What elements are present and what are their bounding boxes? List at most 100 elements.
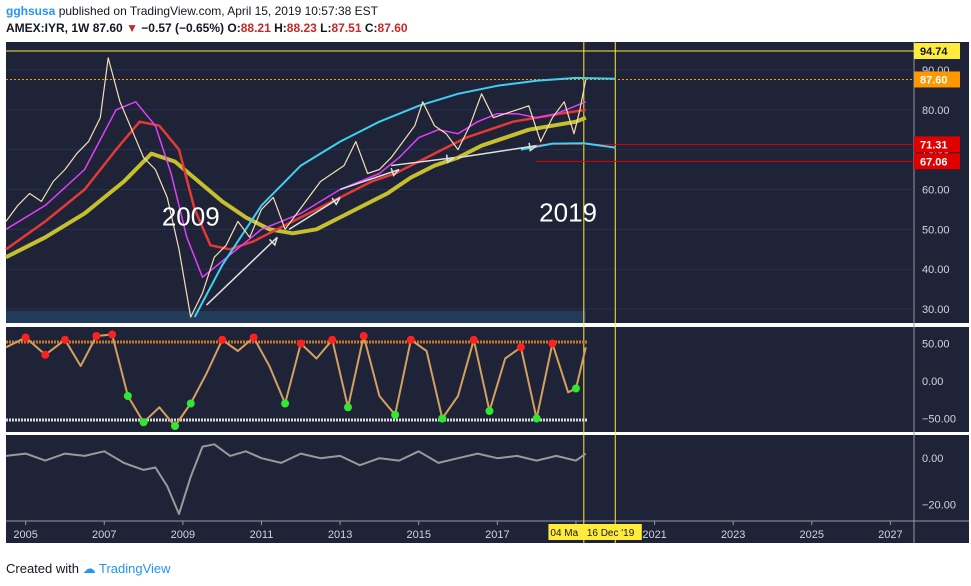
time-tick-label: 2023 xyxy=(721,529,745,541)
tradingview-brand[interactable]: TradingView xyxy=(99,561,171,576)
trend-arrow xyxy=(205,236,278,306)
price-tag-bg xyxy=(914,71,960,88)
time-tick-label: 2009 xyxy=(171,529,195,541)
time-label-end: 16 Dec '19 xyxy=(587,528,635,539)
arrow-head xyxy=(268,237,278,247)
osc-low-dot xyxy=(391,410,400,419)
osc-low-dot xyxy=(171,422,180,430)
pane-osc-bg xyxy=(6,327,914,432)
price-tick-label: 60.00 xyxy=(922,184,950,196)
price-tick-label: 40.00 xyxy=(922,264,950,276)
series-ma-mid xyxy=(5,108,586,251)
osc-low-dot xyxy=(438,414,447,423)
time-tick-label: 2011 xyxy=(250,529,274,541)
time-tick-label: 2017 xyxy=(485,529,509,541)
osc-tick-label: −50.00 xyxy=(922,414,956,426)
symbol-line: AMEX:IYR, 1W 87.60 ▼ −0.57 (−0.65%) O:88… xyxy=(6,21,408,35)
price-tick-label: 30.00 xyxy=(922,304,950,316)
osc-high-dot xyxy=(296,339,305,348)
series-ma-slow xyxy=(5,115,587,259)
price-tick-label: 80.00 xyxy=(922,105,950,117)
osc-high-dot xyxy=(406,335,415,344)
osc-high-dot xyxy=(218,335,227,344)
trend-arrow xyxy=(457,144,537,159)
volume-band xyxy=(6,311,586,323)
price-tag-bg xyxy=(914,153,960,170)
momentum-line xyxy=(5,443,587,515)
open-label: O: xyxy=(227,21,241,35)
arrow-head xyxy=(445,154,455,164)
osc-tick-label: 50.00 xyxy=(922,339,950,351)
year-annotation: 2009 xyxy=(162,201,220,231)
time-tick-label: 2007 xyxy=(92,529,116,541)
osc-high-dot xyxy=(359,332,368,340)
price-tag-label: 94.74 xyxy=(920,46,948,58)
price-tag-bg xyxy=(914,43,960,60)
time-tick-label: 2013 xyxy=(328,529,352,541)
symbol-name[interactable]: AMEX:IYR, 1W xyxy=(6,21,90,35)
osc-high-dot xyxy=(516,343,525,352)
down-triangle-icon: ▼ xyxy=(126,21,138,35)
time-tick-label: 2021 xyxy=(642,529,666,541)
osc-high-dot xyxy=(328,335,337,344)
osc-high-dot xyxy=(469,335,478,344)
osc-low-dot xyxy=(343,403,352,412)
osc-high-dot xyxy=(548,339,557,348)
publish-line: gghsusa published on TradingView.com, Ap… xyxy=(6,4,378,18)
year-annotation: 2019 xyxy=(539,197,597,227)
time-label-bg xyxy=(548,524,584,540)
time-label-start: 04 Ma xyxy=(550,528,578,539)
tradingview-logo-icon: ☁ xyxy=(82,561,96,576)
mom-tick-label: 0.00 xyxy=(922,453,943,465)
osc-low-dot xyxy=(485,407,494,415)
low-label: L: xyxy=(320,21,332,35)
time-tick-label: 2005 xyxy=(13,529,37,541)
price-tag-label: 71.31 xyxy=(920,139,948,151)
trend-arrow xyxy=(288,196,341,230)
pane-osc-axis-bg xyxy=(914,327,969,432)
series-arc-lower xyxy=(520,142,616,151)
pane-mom-axis-bg xyxy=(914,435,969,521)
arrow-head xyxy=(331,197,341,206)
osc-high-dot xyxy=(249,333,258,342)
osc-high-dot xyxy=(21,333,30,342)
chart-canvas[interactable]: 30.0040.0050.0060.0070.0080.0090.0050.00… xyxy=(0,38,971,548)
mom-tick-label: −20.00 xyxy=(922,500,956,512)
osc-high-dot xyxy=(108,330,117,339)
price-tag-label: 87.60 xyxy=(920,74,948,86)
high-label: H: xyxy=(274,21,287,35)
osc-low-dot xyxy=(123,392,132,400)
price-tick-label: 50.00 xyxy=(922,224,950,236)
price-tag-bg xyxy=(914,136,960,153)
osc-low-dot xyxy=(532,414,541,423)
pane-price-axis-bg xyxy=(914,42,969,323)
arrow-head xyxy=(528,142,538,152)
pane-mom-bg xyxy=(6,435,914,521)
osc-low-dot xyxy=(186,399,195,408)
osc-low-dot xyxy=(571,384,580,393)
time-axis-bg xyxy=(6,521,969,543)
osc-high-dot xyxy=(92,332,101,340)
osc-line xyxy=(5,333,587,427)
footer: Created with ☁ TradingView xyxy=(6,561,171,577)
osc-low-dot xyxy=(139,418,148,427)
series-price xyxy=(5,57,587,318)
created-with-text: Created with xyxy=(6,561,79,576)
trend-arrow xyxy=(391,156,455,167)
time-label-bg xyxy=(583,524,642,540)
osc-high-dot xyxy=(60,335,69,344)
author-name[interactable]: gghsusa xyxy=(6,4,56,18)
osc-low-dot xyxy=(281,399,290,408)
high-value: 88.23 xyxy=(286,21,317,35)
trend-arrow xyxy=(339,168,400,191)
series-arc-upper xyxy=(193,76,616,318)
osc-high-dot xyxy=(41,350,50,359)
last-price: 87.60 xyxy=(92,21,123,35)
open-value: 88.21 xyxy=(240,21,271,35)
change-value: −0.57 (−0.65%) xyxy=(141,21,225,35)
close-label: C: xyxy=(364,21,378,35)
pane-price-bg xyxy=(6,42,914,323)
arrow-head xyxy=(390,167,400,177)
time-tick-label: 2015 xyxy=(406,529,430,541)
